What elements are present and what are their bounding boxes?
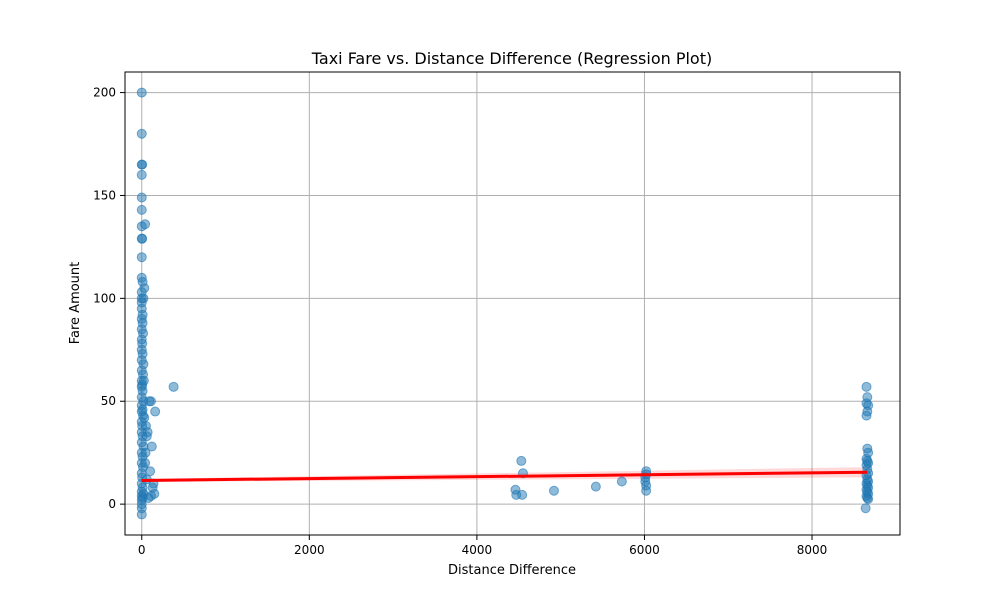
data-point: [136, 192, 147, 203]
data-point: [140, 219, 151, 230]
data-point: [143, 492, 154, 503]
data-point: [136, 252, 147, 263]
y-axis-title: Fare Amount: [68, 262, 83, 345]
chart-title: Taxi Fare vs. Distance Difference (Regre…: [311, 49, 712, 68]
x-tick-label: 8000: [797, 543, 828, 557]
data-point: [150, 406, 161, 417]
data-point: [863, 493, 874, 504]
ticks-layer: 0 2000 4000 6000 8000 0 50 100 150 200: [93, 86, 827, 557]
data-point: [861, 410, 872, 421]
data-point: [168, 381, 179, 392]
data-point: [548, 485, 559, 496]
data-point: [136, 128, 147, 139]
regression-line-layer: [141, 470, 868, 482]
data-point: [616, 476, 627, 487]
grid-layer: [125, 72, 900, 535]
data-point: [146, 441, 157, 452]
points-layer: [136, 87, 874, 520]
x-tick-label: 2000: [294, 543, 325, 557]
data-point: [590, 481, 601, 492]
plot-frame: [124, 71, 901, 536]
data-point: [139, 412, 150, 423]
y-tick-label: 150: [93, 188, 116, 202]
data-point: [861, 381, 872, 392]
data-point: [140, 447, 151, 458]
data-point: [136, 204, 147, 215]
data-point: [137, 159, 148, 170]
x-tick-label: 6000: [629, 543, 660, 557]
data-point: [136, 509, 147, 520]
x-tick-label: 4000: [462, 543, 493, 557]
data-point: [138, 375, 149, 386]
y-tick-label: 200: [93, 86, 116, 100]
data-point: [136, 87, 147, 98]
data-point: [136, 169, 147, 180]
x-tick-label: 0: [138, 543, 146, 557]
x-axis-title: Distance Difference: [448, 563, 576, 578]
data-point: [516, 455, 527, 466]
data-point: [139, 283, 150, 294]
y-tick-label: 0: [108, 497, 116, 511]
data-point: [517, 489, 528, 500]
data-point: [140, 457, 151, 468]
data-point: [641, 485, 652, 496]
y-tick-label: 100: [93, 291, 116, 305]
y-tick-label: 50: [101, 394, 116, 408]
data-point: [137, 233, 148, 244]
data-point: [145, 396, 156, 407]
data-point: [145, 466, 156, 477]
data-point: [140, 420, 151, 431]
data-point: [860, 503, 871, 514]
data-point: [141, 431, 152, 442]
regression-line: [141, 470, 868, 482]
